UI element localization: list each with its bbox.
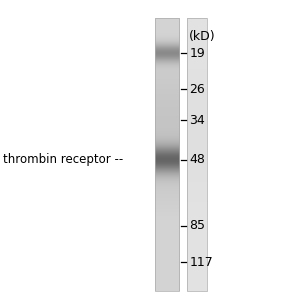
Text: (kD): (kD): [189, 30, 216, 43]
Text: 34: 34: [189, 114, 205, 127]
Text: 48: 48: [189, 153, 205, 166]
Bar: [155, 18, 179, 291]
Text: 19: 19: [189, 47, 205, 60]
Bar: [187, 18, 207, 291]
Text: 85: 85: [189, 219, 205, 232]
Text: thrombin receptor --: thrombin receptor --: [3, 153, 123, 166]
Text: 26: 26: [189, 83, 205, 96]
Text: 117: 117: [189, 256, 213, 269]
